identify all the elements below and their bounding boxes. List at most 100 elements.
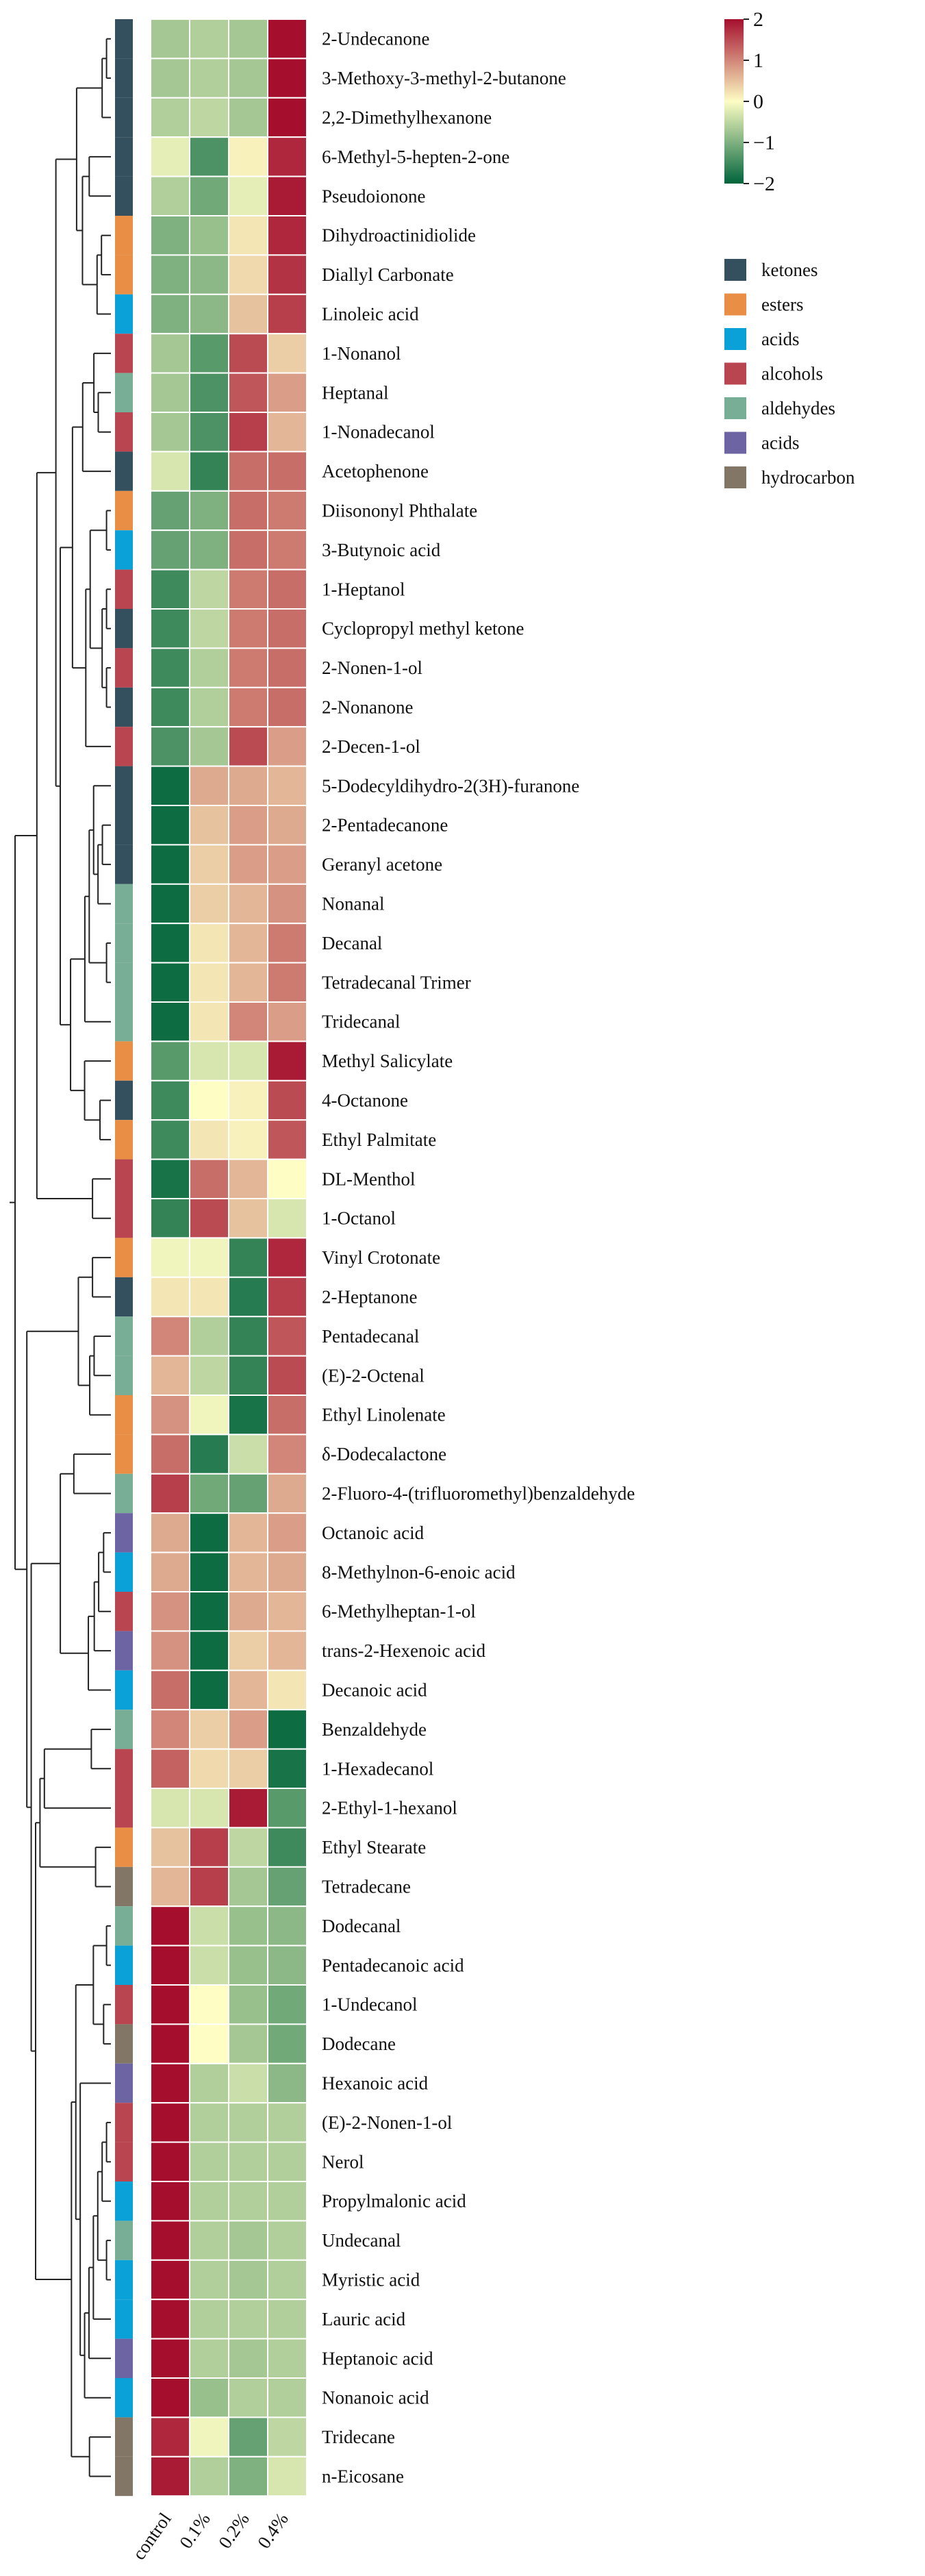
heatmap-cell xyxy=(189,1944,229,1986)
class-bar-segment xyxy=(115,1866,133,1907)
heatmap-cell xyxy=(150,1748,190,1790)
class-bar-segment xyxy=(115,2181,133,2221)
heatmap-cell xyxy=(267,2023,307,2064)
heatmap-cell xyxy=(150,333,190,374)
heatmap-cell xyxy=(189,58,229,99)
heatmap-cell xyxy=(267,1237,307,1278)
heatmap-cell xyxy=(189,923,229,964)
row-label: 2-Heptanone xyxy=(322,1287,417,1308)
heatmap-cell xyxy=(228,490,268,532)
heatmap-cell xyxy=(189,2023,229,2064)
class-bar-segment xyxy=(115,373,133,412)
heatmap-cell xyxy=(267,568,307,610)
heatmap-cell xyxy=(267,1198,307,1239)
heatmap-cell xyxy=(150,844,190,885)
heatmap-cell xyxy=(189,1630,229,1671)
heatmap-cell xyxy=(189,608,229,649)
heatmap-cell xyxy=(150,1434,190,1475)
heatmap-cell xyxy=(150,2181,190,2222)
heatmap-cell xyxy=(150,2338,190,2379)
heatmap-cell xyxy=(189,333,229,374)
heatmap-cell xyxy=(189,726,229,767)
class-bar-segment xyxy=(115,137,133,177)
class-bar-segment xyxy=(115,1513,133,1553)
heatmap-cell xyxy=(189,97,229,138)
heatmap-cell xyxy=(267,2062,307,2104)
heatmap-cell xyxy=(189,1355,229,1396)
heatmap-cell xyxy=(150,962,190,1003)
class-bar-segment xyxy=(115,727,133,766)
class-bar-segment xyxy=(115,805,133,845)
row-dendrogram xyxy=(10,38,111,2477)
heatmap-cell xyxy=(189,1709,229,1750)
color-scale-label: 1 xyxy=(753,49,763,72)
heatmap-cell xyxy=(267,1669,307,1711)
heatmap-cell xyxy=(228,1748,268,1790)
heatmap-cell xyxy=(228,18,268,60)
heatmap-cell xyxy=(189,1473,229,1514)
color-scale-label: −2 xyxy=(753,173,775,195)
heatmap-cell xyxy=(228,2299,268,2340)
heatmap-cell xyxy=(267,726,307,767)
heatmap-cell xyxy=(189,490,229,532)
class-bar-segment xyxy=(115,1749,133,1788)
heatmap-cell xyxy=(189,1669,229,1711)
row-label: Diisononyl Phthalate xyxy=(322,501,477,521)
class-bar-segment xyxy=(115,1473,133,1514)
row-label: Lauric acid xyxy=(322,2309,406,2329)
row-label: δ-Dodecalactone xyxy=(322,1444,446,1464)
row-label: n-Eicosane xyxy=(322,2466,404,2487)
class-bar-segment xyxy=(115,1788,133,1828)
heatmap-cell xyxy=(228,1079,268,1121)
heatmap-cell xyxy=(150,1119,190,1160)
heatmap-cell xyxy=(150,2299,190,2340)
heatmap-cell xyxy=(228,1395,268,1436)
legend-label: acids xyxy=(761,433,799,453)
heatmap-cell xyxy=(189,1788,229,1829)
heatmap-cell xyxy=(267,1551,307,1593)
heatmap-cell xyxy=(189,2062,229,2104)
heatmap-cell xyxy=(150,136,190,177)
heatmap-cell xyxy=(267,490,307,532)
heatmap-cell xyxy=(267,923,307,964)
heatmap-cell xyxy=(228,1473,268,1514)
row-label: 2-Ethyl-1-hexanol xyxy=(322,1798,457,1818)
heatmap-cell xyxy=(228,215,268,256)
row-label: Nonanoic acid xyxy=(322,2388,429,2408)
heatmap-cell xyxy=(267,2141,307,2183)
heatmap-cell xyxy=(228,1355,268,1396)
heatmap-cell xyxy=(228,1158,268,1199)
heatmap-cell xyxy=(150,529,190,571)
heatmap-cell xyxy=(150,2023,190,2064)
heatmap-cell xyxy=(228,2062,268,2104)
class-bar-segment xyxy=(115,569,133,609)
class-bar-segment xyxy=(115,97,133,138)
heatmap-cell xyxy=(189,2141,229,2183)
heatmap-cell xyxy=(267,333,307,374)
heatmap-cell xyxy=(267,608,307,649)
heatmap-cell xyxy=(267,1984,307,2025)
row-label: Heptanal xyxy=(322,382,388,403)
row-label: 8-Methylnon-6-enoic acid xyxy=(322,1562,516,1582)
class-bar-segment xyxy=(115,923,133,963)
row-label: Pseudoionone xyxy=(322,186,426,206)
legend-swatch xyxy=(724,432,746,454)
heatmap-cell xyxy=(267,1316,307,1357)
row-label: 1-Nonadecanol xyxy=(322,422,435,442)
class-bar-segment xyxy=(115,1395,133,1435)
heatmap-cell xyxy=(150,2220,190,2261)
legend-label: aldehydes xyxy=(761,398,835,418)
heatmap-cell xyxy=(150,215,190,256)
heatmap-cell xyxy=(228,1119,268,1160)
heatmap-cell xyxy=(228,1827,268,1868)
heatmap-cell xyxy=(228,1316,268,1357)
legend-label: esters xyxy=(761,295,803,315)
heatmap-cell xyxy=(267,1709,307,1750)
heatmap-cell xyxy=(267,2259,307,2301)
heatmap-cell xyxy=(189,568,229,610)
row-label: Decanoic acid xyxy=(322,1680,427,1701)
heatmap-cell xyxy=(267,1434,307,1475)
class-bar-segment xyxy=(115,962,133,1002)
heatmap-cell xyxy=(228,1198,268,1239)
